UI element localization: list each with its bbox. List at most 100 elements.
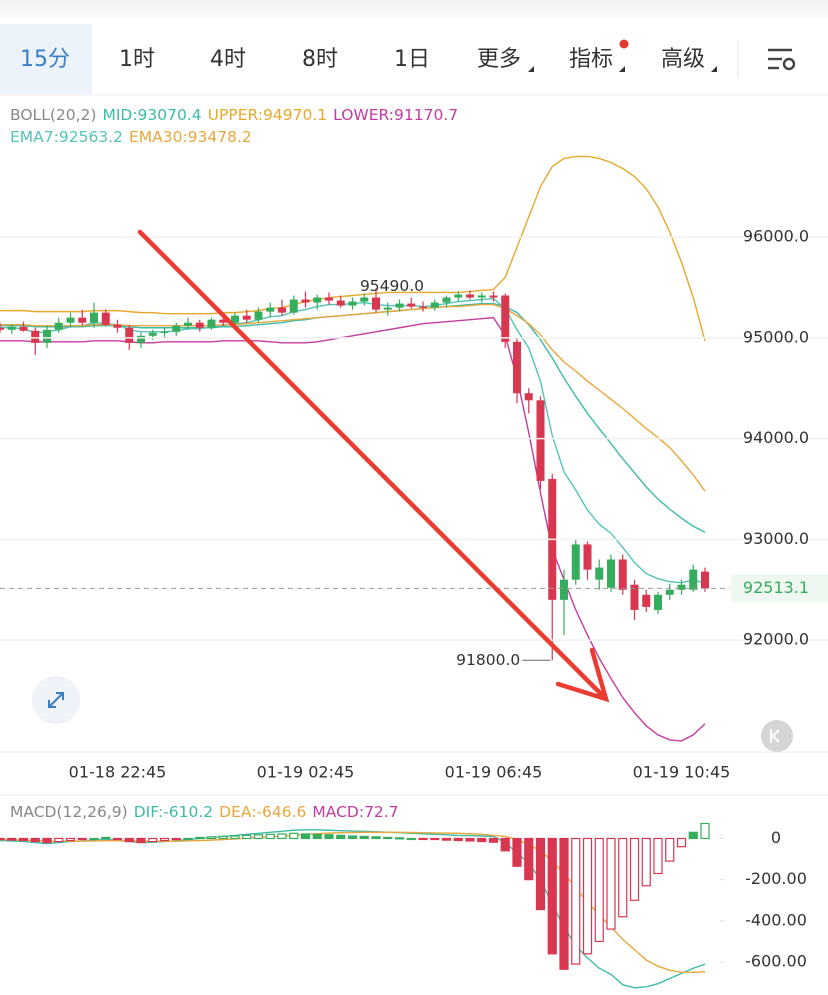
histogram-bar bbox=[136, 837, 146, 844]
legend: EMA7:92563.2 EMA30:93478.2 bbox=[10, 128, 252, 146]
histogram-bar bbox=[265, 833, 275, 840]
last-price-label: 92513.1 bbox=[743, 578, 809, 597]
candle-body bbox=[372, 297, 380, 310]
histogram-bar bbox=[89, 837, 99, 841]
trend-arrow bbox=[137, 229, 610, 703]
x-tick-label: 01-19 10:45 bbox=[633, 763, 731, 782]
histogram-bar bbox=[700, 822, 710, 840]
candle-body bbox=[54, 322, 63, 330]
indicator-line bbox=[0, 303, 706, 492]
notification-dot bbox=[619, 39, 629, 49]
histogram-bar bbox=[653, 837, 663, 875]
histogram-bar bbox=[324, 834, 334, 840]
histogram-bar bbox=[606, 837, 616, 930]
candle-body bbox=[66, 317, 75, 323]
histogram-bar bbox=[159, 837, 170, 842]
histogram-bar bbox=[65, 837, 76, 842]
histogram-bar bbox=[618, 837, 628, 918]
y-tick-label: -600.00 bbox=[745, 952, 807, 971]
candle-body bbox=[395, 303, 404, 308]
histogram-bar bbox=[594, 837, 604, 943]
plot-layer: 92000.0 93000.0 94000.0 95000.0 96000.0 01-18… bbox=[0, 106, 828, 989]
candle-body bbox=[148, 332, 157, 336]
candle-body bbox=[654, 594, 662, 610]
candle-body bbox=[195, 322, 204, 328]
candle-body bbox=[477, 295, 486, 298]
candle-body bbox=[289, 299, 298, 313]
histogram-bar bbox=[535, 837, 546, 911]
candle-body bbox=[207, 319, 216, 328]
histogram-bar bbox=[77, 837, 87, 841]
active-tab-bg bbox=[0, 24, 92, 94]
y-tick-label: 96000.0 bbox=[743, 227, 809, 246]
candle-body bbox=[595, 567, 604, 580]
histogram-bar bbox=[394, 837, 405, 840]
histogram-bar bbox=[30, 837, 40, 843]
histogram-bar bbox=[512, 837, 522, 867]
candle-body bbox=[630, 584, 639, 610]
candle-body bbox=[184, 322, 192, 326]
histogram-bar bbox=[277, 833, 287, 840]
histogram-bar bbox=[253, 834, 264, 840]
candle-body bbox=[701, 571, 709, 589]
candle-body bbox=[231, 315, 239, 323]
x-tick-label: 01-18 22:45 bbox=[69, 763, 167, 782]
candle-body bbox=[219, 319, 228, 323]
histogram-bar bbox=[676, 837, 687, 848]
y-tick-label: 0 bbox=[771, 828, 781, 847]
candle-body bbox=[419, 306, 427, 308]
expand-button[interactable] bbox=[32, 676, 80, 724]
histogram-bar bbox=[406, 837, 416, 841]
histogram-bar bbox=[230, 835, 240, 840]
tab[interactable]: 指标 bbox=[569, 47, 613, 72]
histogram-bar bbox=[112, 837, 123, 841]
histogram-bar bbox=[359, 835, 369, 840]
candle-body bbox=[336, 300, 345, 306]
legend-entry: MACD:72.7 bbox=[312, 803, 398, 821]
histogram-bar bbox=[430, 837, 440, 841]
tab[interactable]: 1时 bbox=[119, 47, 155, 72]
tab[interactable]: 15分 bbox=[20, 47, 70, 72]
histogram-bar bbox=[582, 837, 593, 955]
histogram-bar bbox=[289, 832, 299, 840]
histogram-bar bbox=[571, 837, 581, 965]
candle-body bbox=[266, 307, 275, 312]
y-tick-label: 92000.0 bbox=[743, 630, 809, 649]
histogram-bar bbox=[441, 837, 452, 841]
y-tick-label: -400.00 bbox=[745, 910, 807, 929]
histogram-bar bbox=[148, 837, 158, 843]
macd-clip bbox=[0, 822, 710, 989]
back-to-latest-button[interactable] bbox=[761, 720, 793, 752]
candle-body bbox=[43, 329, 51, 343]
tab[interactable]: 1日 bbox=[394, 47, 430, 72]
tab[interactable]: 更多 bbox=[477, 47, 521, 72]
candle-body bbox=[325, 297, 333, 301]
candle-body bbox=[583, 544, 592, 570]
histogram-bar bbox=[101, 836, 111, 840]
tab[interactable]: 4时 bbox=[210, 47, 246, 72]
histogram-bar bbox=[206, 836, 217, 840]
y-tick-label: 93000.0 bbox=[743, 529, 809, 548]
candle-body bbox=[19, 326, 28, 331]
tab[interactable]: 高级 bbox=[661, 47, 705, 72]
histogram-bar bbox=[195, 836, 205, 840]
candle-body bbox=[125, 327, 134, 343]
last-price-bg bbox=[731, 574, 828, 603]
histogram-bar bbox=[242, 834, 252, 840]
candle-body bbox=[242, 315, 251, 320]
histogram-bar bbox=[453, 837, 463, 842]
candle-body bbox=[513, 341, 521, 394]
top-strip bbox=[0, 0, 828, 18]
histogram-bar bbox=[218, 835, 228, 840]
histogram-bar bbox=[465, 837, 475, 842]
tab[interactable]: 8时 bbox=[302, 47, 338, 72]
dropdown-markers bbox=[528, 66, 717, 72]
legend-entry: EMA7:92563.2 bbox=[10, 128, 123, 146]
candle-body bbox=[677, 584, 686, 590]
histogram-bar bbox=[500, 837, 510, 852]
candle-body bbox=[278, 307, 286, 313]
legend-entry: MID:93070.4 bbox=[102, 106, 201, 124]
candle-body bbox=[383, 307, 392, 310]
settings-icon[interactable] bbox=[768, 48, 796, 71]
